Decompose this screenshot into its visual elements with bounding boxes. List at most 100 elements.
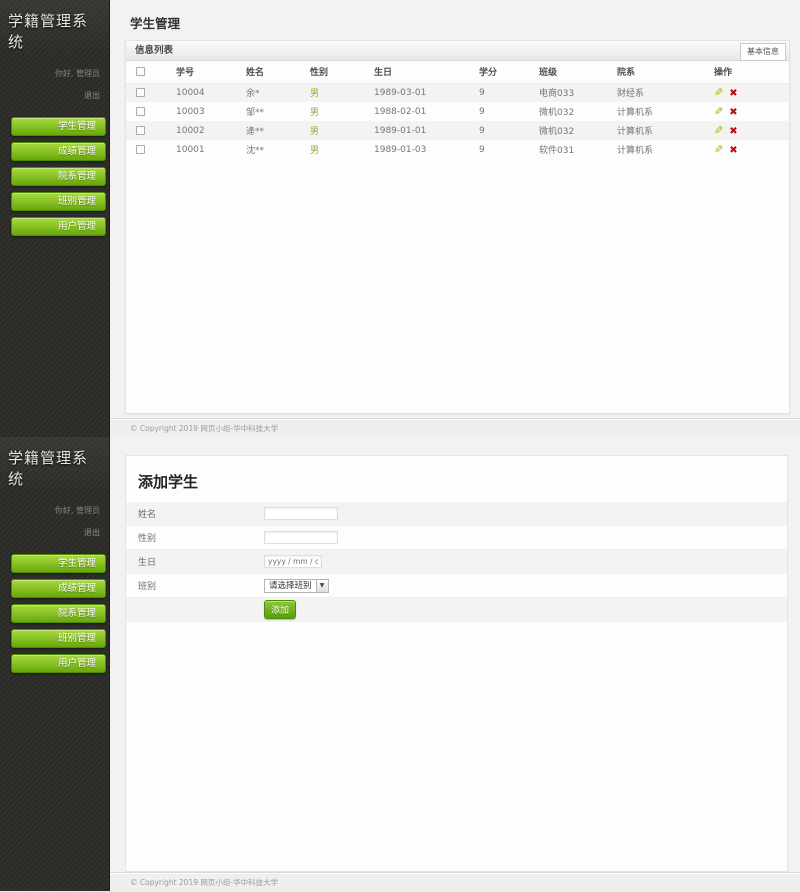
cell-gender: 男 [310,127,320,137]
cell-dept: 财经系 [617,89,645,100]
class-select-value: 请选择班别 [269,580,312,591]
info-panel: 信息列表 基本信息 学号 姓名 性别 生日 学分 [125,40,790,414]
table-row: 10004 余* 男 1989-03-01 9 电商033 财经系 ✎ ✖ [126,83,789,102]
col-birthday: 生日 [364,61,469,84]
cell-credits: 9 [479,125,485,136]
sidebar: 学籍管理系统 你好, 管理员 退出 学生管理 成绩管理 院系管理 班别管理 用户… [0,0,110,437]
table-row: 10002 逄** 男 1989-01-01 9 微机032 计算机系 ✎ ✖ [126,121,789,140]
col-id: 学号 [166,61,236,84]
class-label: 班别 [138,582,157,592]
panel-header: 信息列表 基本信息 [126,41,789,61]
name-label: 姓名 [138,510,157,520]
panel-title: 信息列表 [135,45,174,56]
delete-icon[interactable]: ✖ [729,107,738,118]
cell-id: 10001 [176,144,205,155]
cell-dept: 计算机系 [617,146,654,156]
cell-birthday: 1989-01-03 [374,144,427,155]
cell-id: 10003 [176,106,205,117]
sidebar-item-grades[interactable]: 成绩管理 [11,142,106,161]
sidebar-item-departments[interactable]: 院系管理 [11,604,106,623]
form-row-birthday: 生日 [126,550,787,574]
cell-dept: 计算机系 [617,127,654,137]
cell-class: 微机032 [539,127,575,137]
col-dept: 院系 [607,61,704,84]
cell-class: 微机032 [539,108,575,118]
greeting-text: 你好, 管理员 [54,69,100,78]
form-row-class: 班别 请选择班别 ▼ [126,574,787,598]
cell-birthday: 1988-02-01 [374,106,427,117]
add-button[interactable]: 添加 [264,600,297,619]
delete-icon[interactable]: ✖ [729,126,738,137]
edit-icon[interactable]: ✎ [714,105,724,118]
logout-link[interactable]: 退出 [84,91,100,100]
chevron-down-icon: ▼ [315,579,328,592]
main-content: 添加学生 姓名 性别 生日 班别 请选择班别 [110,437,800,891]
student-list-page: 学籍管理系统 你好, 管理员 退出 学生管理 成绩管理 院系管理 班别管理 用户… [0,0,800,437]
cell-name: 邹** [246,108,265,118]
delete-icon[interactable]: ✖ [729,145,738,156]
cell-birthday: 1989-01-01 [374,125,427,136]
cell-name: 余* [246,89,260,100]
cell-birthday: 1989-03-01 [374,87,427,98]
cell-credits: 9 [479,87,485,98]
copyright-footer: © Copyright 2019 网页小组-华中科技大学 [110,872,800,891]
class-select[interactable]: 请选择班别 ▼ [264,578,329,593]
table-header-row: 学号 姓名 性别 生日 学分 班级 院系 操作 [126,61,789,84]
sidebar-item-classes[interactable]: 班别管理 [11,629,106,648]
sidebar-item-classes[interactable]: 班别管理 [11,192,106,211]
cell-gender: 男 [310,89,320,100]
table-row: 10001 沈** 男 1989-01-03 9 软件031 计算机系 ✎ ✖ [126,140,789,159]
cell-id: 10004 [176,87,205,98]
birthday-field[interactable] [264,555,322,568]
row-checkbox[interactable] [136,106,145,116]
sidebar-item-grades[interactable]: 成绩管理 [11,579,106,598]
sidebar-item-students[interactable]: 学生管理 [11,117,106,136]
page-title: 添加学生 [138,473,199,491]
app-title: 学籍管理系统 [0,0,109,60]
copyright-footer: © Copyright 2019 网页小组-华中科技大学 [110,418,800,437]
table-row: 10003 邹** 男 1988-02-01 9 微机032 计算机系 ✎ ✖ [126,102,789,121]
edit-icon[interactable]: ✎ [714,124,724,137]
cell-name: 沈** [246,146,265,156]
birthday-label: 生日 [138,558,157,568]
name-field[interactable] [264,507,338,520]
form-row-submit: 添加 [126,598,787,622]
cell-id: 10002 [176,125,205,136]
logout-link[interactable]: 退出 [84,528,100,537]
app-title: 学籍管理系统 [0,437,109,497]
col-credits: 学分 [469,61,529,84]
page-title: 学生管理 [130,16,181,31]
greeting-text: 你好, 管理员 [54,506,100,515]
cell-dept: 计算机系 [617,108,654,118]
cell-name: 逄** [246,127,265,137]
delete-icon[interactable]: ✖ [729,88,738,100]
cell-gender: 男 [310,108,320,118]
col-class: 班级 [529,61,607,84]
sidebar-item-students[interactable]: 学生管理 [11,554,106,573]
sidebar-item-departments[interactable]: 院系管理 [11,167,106,186]
row-checkbox[interactable] [136,125,145,135]
add-student-panel: 添加学生 姓名 性别 生日 班别 请选择班别 [125,455,788,872]
sidebar-item-users[interactable]: 用户管理 [11,654,106,673]
form-row-gender: 性别 [126,526,787,550]
cell-class: 软件031 [539,146,575,156]
col-gender: 性别 [300,61,364,84]
edit-icon[interactable]: ✎ [714,86,724,100]
gender-field[interactable] [264,531,338,544]
sidebar: 学籍管理系统 你好, 管理员 退出 学生管理 成绩管理 院系管理 班别管理 用户… [0,437,110,891]
add-student-page: 学籍管理系统 你好, 管理员 退出 学生管理 成绩管理 院系管理 班别管理 用户… [0,437,800,891]
col-actions: 操作 [704,61,789,84]
sidebar-menu: 学生管理 成绩管理 院系管理 班别管理 用户管理 [0,554,109,673]
sidebar-menu: 学生管理 成绩管理 院系管理 班别管理 用户管理 [0,117,109,236]
select-all-checkbox[interactable] [136,66,145,76]
cell-credits: 9 [479,106,485,117]
main-content: 学生管理 信息列表 基本信息 学号 姓名 性别 生日 [110,0,800,437]
row-checkbox[interactable] [136,87,145,97]
cell-credits: 9 [479,144,485,155]
cell-class: 电商033 [539,89,575,100]
tab-basic-info[interactable]: 基本信息 [740,43,786,61]
row-checkbox[interactable] [136,144,145,154]
edit-icon[interactable]: ✎ [714,143,724,156]
sidebar-item-users[interactable]: 用户管理 [11,217,106,236]
form-row-name: 姓名 [126,502,787,526]
